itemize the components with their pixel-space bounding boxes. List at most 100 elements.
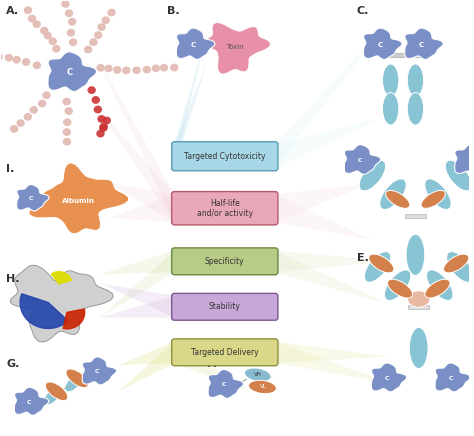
Polygon shape <box>364 28 402 59</box>
Text: D.: D. <box>357 164 371 174</box>
Circle shape <box>160 64 168 72</box>
Ellipse shape <box>369 254 394 273</box>
Circle shape <box>61 0 70 8</box>
Polygon shape <box>275 341 390 383</box>
Polygon shape <box>48 52 97 92</box>
Text: G.: G. <box>6 359 19 369</box>
Text: C: C <box>468 158 473 163</box>
Circle shape <box>65 9 73 17</box>
Polygon shape <box>174 32 207 168</box>
Ellipse shape <box>248 380 276 394</box>
Circle shape <box>38 100 46 107</box>
Polygon shape <box>10 265 113 342</box>
Ellipse shape <box>44 386 62 405</box>
Circle shape <box>94 106 102 113</box>
Circle shape <box>104 65 113 72</box>
Circle shape <box>68 18 76 26</box>
Circle shape <box>102 116 111 124</box>
Text: Stability: Stability <box>209 302 241 311</box>
Circle shape <box>94 31 102 39</box>
Polygon shape <box>100 296 174 318</box>
Circle shape <box>84 46 92 54</box>
Circle shape <box>98 23 106 31</box>
Polygon shape <box>20 294 68 328</box>
Circle shape <box>42 92 51 99</box>
Bar <box>379 52 423 57</box>
Polygon shape <box>204 22 271 74</box>
Bar <box>409 305 429 309</box>
Polygon shape <box>100 251 174 318</box>
Ellipse shape <box>380 179 406 209</box>
Text: C: C <box>358 158 363 163</box>
Polygon shape <box>95 106 174 222</box>
Polygon shape <box>100 283 174 318</box>
Text: C: C <box>385 376 389 381</box>
Circle shape <box>69 38 77 46</box>
Text: C: C <box>66 68 73 77</box>
Text: C: C <box>28 196 33 201</box>
Polygon shape <box>372 363 407 392</box>
Circle shape <box>152 65 160 72</box>
Text: C: C <box>448 376 453 381</box>
Text: VH: VH <box>254 372 262 377</box>
Circle shape <box>12 56 21 64</box>
Text: Half-life
and/or activity: Half-life and/or activity <box>197 198 253 218</box>
Circle shape <box>28 15 36 23</box>
Ellipse shape <box>407 92 424 125</box>
Text: Specificity: Specificity <box>205 257 245 266</box>
Text: C.: C. <box>357 6 369 16</box>
FancyBboxPatch shape <box>172 142 278 171</box>
Ellipse shape <box>383 92 399 125</box>
Circle shape <box>40 27 48 34</box>
Circle shape <box>96 64 105 72</box>
Ellipse shape <box>447 252 473 282</box>
Ellipse shape <box>65 373 83 392</box>
Text: C: C <box>191 42 196 48</box>
Circle shape <box>63 118 72 126</box>
Ellipse shape <box>410 327 428 368</box>
Circle shape <box>64 107 73 115</box>
Text: A.: A. <box>6 6 19 16</box>
Text: C: C <box>378 42 383 48</box>
Ellipse shape <box>383 64 399 96</box>
Circle shape <box>44 32 52 40</box>
Circle shape <box>24 7 32 14</box>
Circle shape <box>49 37 57 45</box>
Polygon shape <box>17 184 49 211</box>
Text: Toxin: Toxin <box>227 44 244 50</box>
Text: Targeted Cytotoxicity: Targeted Cytotoxicity <box>184 152 265 161</box>
Polygon shape <box>435 363 471 392</box>
Ellipse shape <box>66 369 88 388</box>
Ellipse shape <box>46 382 68 401</box>
Circle shape <box>24 113 32 121</box>
Ellipse shape <box>444 254 469 273</box>
FancyBboxPatch shape <box>172 191 278 225</box>
Ellipse shape <box>406 234 425 276</box>
Circle shape <box>63 128 71 136</box>
Ellipse shape <box>365 252 391 282</box>
Polygon shape <box>275 194 371 240</box>
Polygon shape <box>455 145 474 174</box>
Circle shape <box>122 67 130 74</box>
Polygon shape <box>174 341 249 391</box>
Circle shape <box>22 58 30 66</box>
Circle shape <box>100 123 108 130</box>
Text: I.: I. <box>6 164 14 174</box>
Text: Targeted Delivery: Targeted Delivery <box>191 348 259 357</box>
Polygon shape <box>82 357 117 385</box>
Polygon shape <box>275 251 390 305</box>
Text: C: C <box>419 42 424 48</box>
Polygon shape <box>29 163 128 234</box>
Text: F.: F. <box>207 359 218 369</box>
Ellipse shape <box>359 160 386 191</box>
Circle shape <box>63 98 71 106</box>
FancyBboxPatch shape <box>172 339 278 366</box>
Text: Albumin: Albumin <box>62 198 95 204</box>
Circle shape <box>97 115 106 123</box>
Polygon shape <box>109 184 174 222</box>
Circle shape <box>96 129 105 137</box>
Text: C: C <box>27 400 32 405</box>
Text: VL: VL <box>260 385 267 389</box>
Circle shape <box>33 61 41 69</box>
Ellipse shape <box>408 291 430 307</box>
